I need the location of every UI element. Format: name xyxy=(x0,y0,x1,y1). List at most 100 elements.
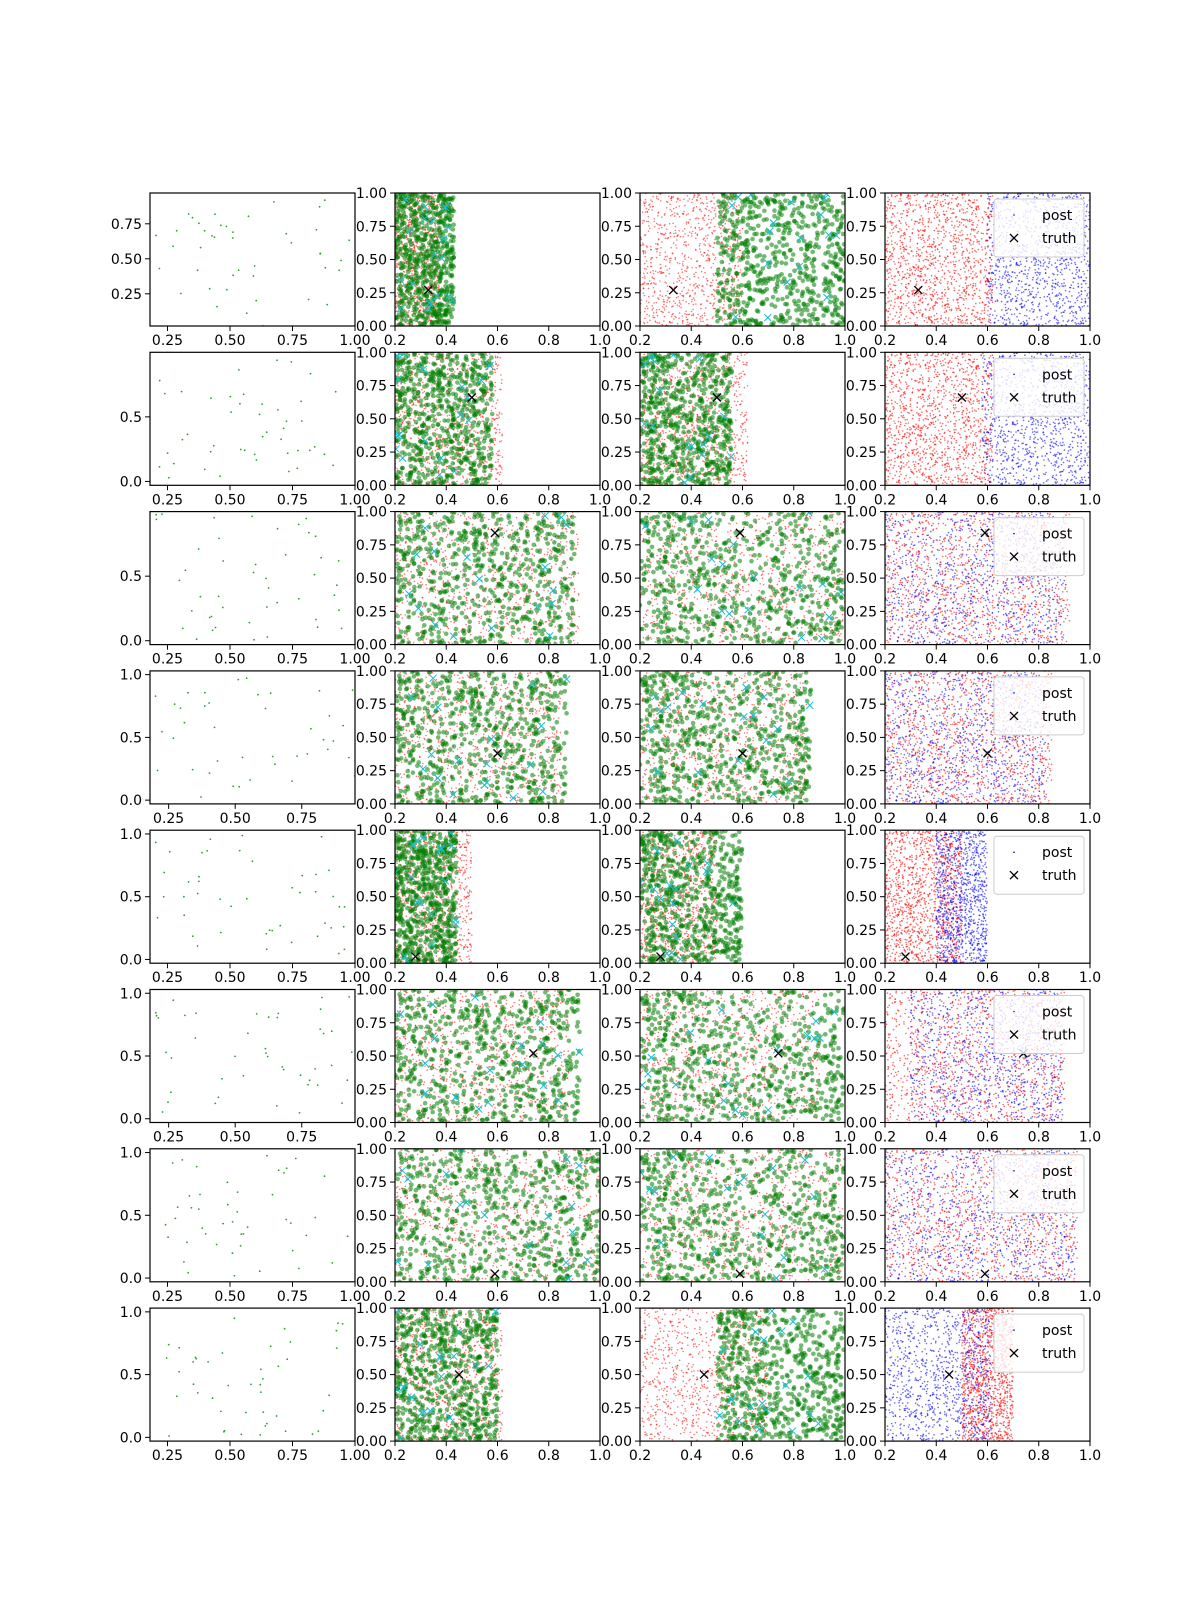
post-red-point xyxy=(899,236,902,238)
post-red-point xyxy=(986,222,989,225)
green-sample-point xyxy=(401,301,407,307)
red-sample-point xyxy=(692,297,695,299)
post-red-point xyxy=(944,198,946,201)
observed-point xyxy=(199,246,202,249)
green-sample-point xyxy=(821,313,826,318)
post-red-point xyxy=(959,318,961,321)
post-red-point xyxy=(932,295,935,297)
red-sample-point xyxy=(692,207,695,210)
green-sample-point xyxy=(716,272,722,278)
green-sample-point xyxy=(754,254,760,259)
red-sample-point xyxy=(676,239,678,241)
green-sample-point xyxy=(829,204,835,210)
red-sample-point xyxy=(735,309,738,311)
green-sample-point xyxy=(773,244,779,250)
red-sample-point xyxy=(653,277,656,280)
green-sample-point xyxy=(806,193,812,198)
post-blue-point xyxy=(1076,271,1078,274)
post-red-point xyxy=(894,275,897,277)
post-red-point xyxy=(913,273,916,276)
post-blue-point xyxy=(994,269,996,272)
red-sample-point xyxy=(741,204,743,206)
post-red-point xyxy=(985,297,988,299)
red-sample-point xyxy=(395,266,398,268)
red-sample-point xyxy=(674,225,677,228)
post-red-point xyxy=(941,305,944,307)
post-red-point xyxy=(987,320,990,322)
post-red-point xyxy=(941,276,943,278)
red-sample-point xyxy=(658,227,660,230)
post-red-point xyxy=(985,269,988,272)
post-red-point xyxy=(940,266,943,268)
post-red-point xyxy=(922,229,925,232)
post-red-point xyxy=(953,272,956,274)
post-blue-point xyxy=(1005,265,1008,268)
green-sample-point xyxy=(823,264,829,270)
post-red-point xyxy=(922,291,925,294)
post-red-point xyxy=(901,278,903,280)
post-red-point xyxy=(942,323,944,325)
red-sample-point xyxy=(644,198,647,201)
post-red-point xyxy=(885,214,887,217)
post-red-point xyxy=(925,293,928,295)
red-sample-point xyxy=(710,266,713,269)
post-red-point xyxy=(927,259,930,262)
truth-stroke-b xyxy=(765,227,774,236)
red-sample-point xyxy=(703,312,706,314)
red-sample-point xyxy=(724,285,726,288)
red-sample-point xyxy=(668,297,670,300)
red-sample-point xyxy=(681,315,684,317)
cyan-sample-marker xyxy=(820,194,829,203)
green-sample-point xyxy=(796,238,802,244)
post-blue-point xyxy=(997,278,1000,281)
post-blue-point xyxy=(1038,323,1040,326)
post-red-point xyxy=(886,221,889,223)
green-sample-point xyxy=(399,265,405,271)
red-sample-point xyxy=(675,244,677,246)
post-blue-point xyxy=(1027,269,1030,271)
green-sample-point xyxy=(730,287,736,293)
post-blue-point xyxy=(1021,286,1023,288)
post-red-point xyxy=(889,288,891,290)
post-blue-point xyxy=(1071,259,1073,261)
post-red-point xyxy=(962,322,964,324)
post-red-point xyxy=(953,289,955,292)
observed-point xyxy=(214,213,216,216)
green-sample-point xyxy=(820,230,825,235)
green-sample-point xyxy=(718,214,723,219)
green-sample-point xyxy=(415,301,421,306)
post-red-point xyxy=(985,211,987,214)
truth-stroke-b xyxy=(769,219,778,227)
post-red-point xyxy=(981,216,984,218)
post-blue-point xyxy=(1080,322,1083,324)
green-sample-point xyxy=(811,269,817,274)
post-red-point xyxy=(958,224,961,226)
post-red-point xyxy=(894,301,896,304)
post-red-point xyxy=(908,295,910,298)
red-sample-point xyxy=(663,214,666,216)
red-sample-point xyxy=(663,315,666,318)
post-red-point xyxy=(966,322,969,325)
post-red-point xyxy=(899,193,902,196)
red-sample-point xyxy=(698,194,701,196)
red-sample-point xyxy=(420,306,423,308)
post-blue-point xyxy=(1007,271,1009,273)
post-red-point xyxy=(904,322,907,325)
post-red-point xyxy=(891,277,893,280)
red-sample-point xyxy=(651,256,654,259)
green-sample-point xyxy=(735,209,741,214)
post-red-point xyxy=(990,233,993,236)
post-red-point xyxy=(887,243,890,245)
post-red-point xyxy=(895,311,898,314)
green-sample-point xyxy=(826,222,831,227)
green-sample-point xyxy=(753,319,758,324)
post-red-point xyxy=(946,249,948,251)
red-sample-point xyxy=(712,262,715,265)
post-red-point xyxy=(952,320,954,322)
green-sample-point xyxy=(427,200,432,206)
red-sample-point xyxy=(677,234,679,236)
green-sample-point xyxy=(439,217,444,223)
post-red-point xyxy=(928,279,931,281)
post-blue-point xyxy=(1066,297,1069,299)
post-blue-point xyxy=(990,308,992,310)
